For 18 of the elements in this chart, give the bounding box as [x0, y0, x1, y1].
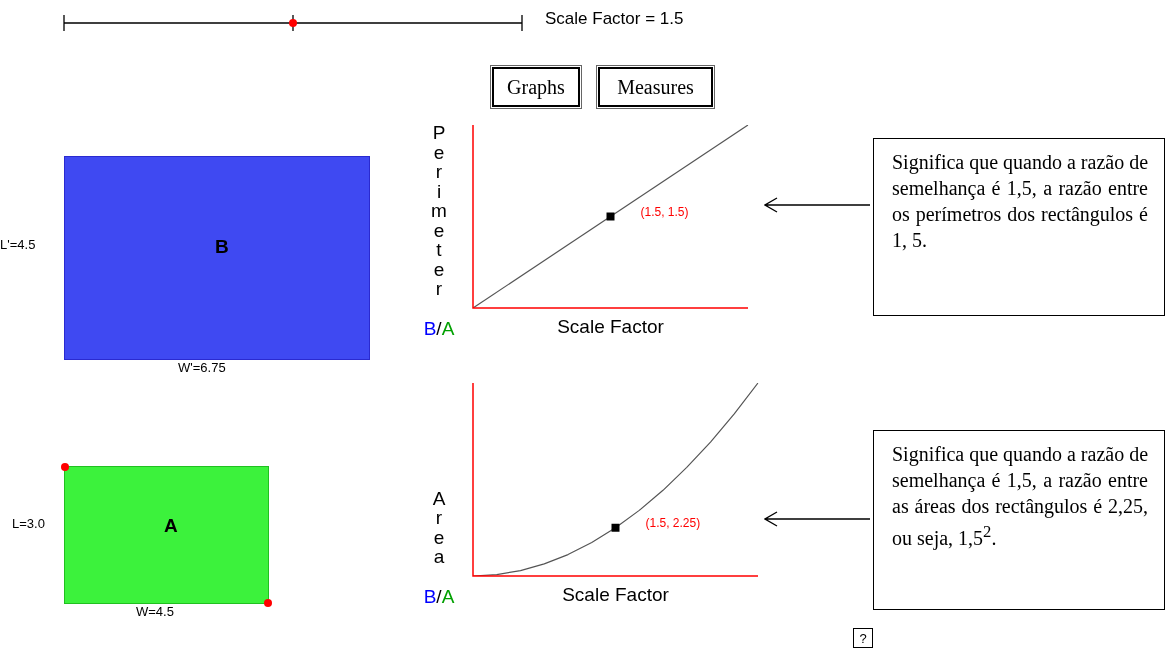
text: B	[215, 236, 229, 258]
text: ?	[853, 628, 873, 648]
text: Measures	[598, 67, 713, 107]
annotation: (1.5, 2.25)	[645, 516, 701, 531]
text: Scale Factor = 1.5	[545, 9, 684, 29]
y-axis-title: Area B/A	[423, 487, 455, 607]
text: L=3.0	[12, 516, 45, 531]
text: W'=6.75	[178, 360, 226, 375]
text: Significa que quando a razão de semelhança é 1,5, a razão entre os perímetros dos rectângulos é 1, 5.	[873, 138, 1165, 316]
x-axis-title: Scale Factor	[557, 315, 665, 337]
text: Graphs	[492, 67, 580, 107]
text: Perimeter B/A	[423, 122, 455, 339]
text: A	[164, 515, 178, 537]
text: W=4.5	[136, 604, 174, 619]
text: L'=4.5	[0, 237, 36, 252]
annotation: (1.5, 1.5)	[640, 204, 689, 219]
text: Significa que quando a razão de semelhança é 1,5, a razão entre as áreas dos rectângulos é 2,25, ou seja, 1,5$^{2}$.	[873, 430, 1165, 610]
x-axis-title: Scale Factor	[562, 583, 670, 605]
